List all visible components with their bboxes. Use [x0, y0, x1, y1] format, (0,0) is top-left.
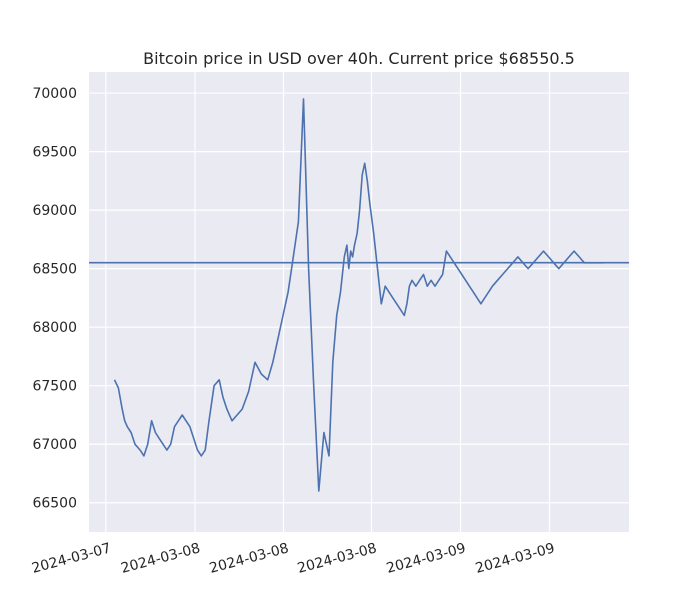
y-tick-label: 66500	[32, 496, 77, 512]
chart-title: Bitcoin price in USD over 40h. Current p…	[143, 49, 575, 68]
y-tick-label: 70000	[32, 86, 77, 102]
y-tick-label: 69000	[32, 203, 77, 219]
y-tick-label: 67500	[32, 379, 77, 395]
x-gridlines	[105, 72, 551, 532]
y-tick-label: 67000	[32, 437, 77, 453]
y-tick-label: 69500	[32, 145, 77, 161]
series-group	[113, 98, 604, 492]
price-series-line	[113, 98, 604, 492]
plot-area	[89, 72, 629, 532]
y-axis-ticks: 66500 67000 67500 68000 68500 69000 69500 70000	[32, 86, 77, 512]
y-tick-label: 68500	[32, 262, 77, 278]
y-tick-label: 68000	[32, 320, 77, 336]
